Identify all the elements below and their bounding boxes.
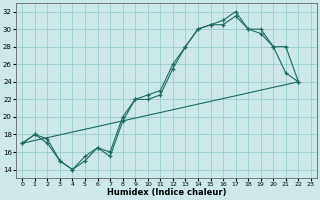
X-axis label: Humidex (Indice chaleur): Humidex (Indice chaleur) bbox=[107, 188, 226, 197]
